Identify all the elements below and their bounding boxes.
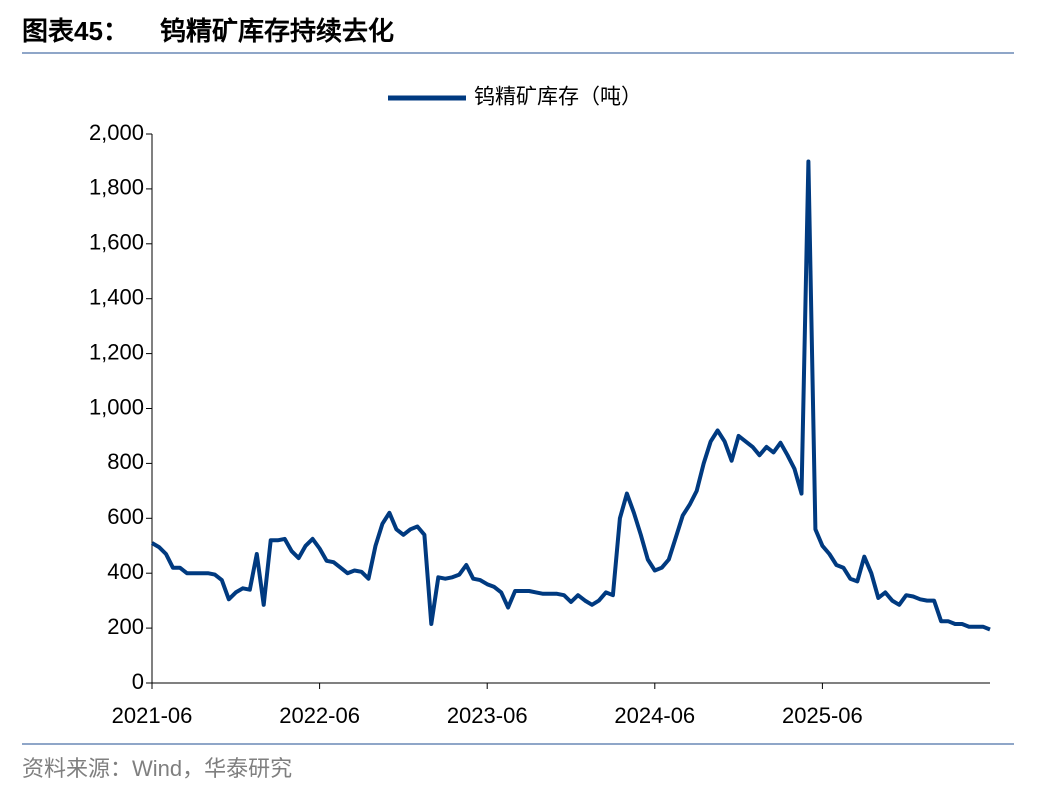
x-tick-label: 2021-06 xyxy=(112,703,193,728)
y-tick-label: 1,800 xyxy=(89,175,144,200)
x-tick-label: 2025-06 xyxy=(782,703,863,728)
legend-label: 钨精矿库存（吨） xyxy=(474,86,642,109)
x-tick-label: 2023-06 xyxy=(447,703,528,728)
y-tick-label: 600 xyxy=(107,504,144,529)
y-tick-label: 1,400 xyxy=(89,285,144,310)
data-line xyxy=(150,159,991,632)
y-tick-label: 1,000 xyxy=(89,394,144,419)
x-tick-label: 2024-06 xyxy=(614,703,695,728)
y-tick-label: 800 xyxy=(107,449,144,474)
y-tick-label: 1,200 xyxy=(89,339,144,364)
y-tick-label: 1,600 xyxy=(89,230,144,255)
y-tick-label: 0 xyxy=(132,669,144,694)
source-note: 资料来源：Wind，华泰研究 xyxy=(22,756,292,781)
y-tick-label: 2,000 xyxy=(89,120,144,145)
chart-title: 钨精矿库存持续去化 xyxy=(160,16,394,46)
figure-label: 图表45： xyxy=(22,16,129,46)
y-tick-label: 400 xyxy=(107,559,144,584)
x-tick-label: 2022-06 xyxy=(279,703,360,728)
y-tick-label: 200 xyxy=(107,614,144,639)
